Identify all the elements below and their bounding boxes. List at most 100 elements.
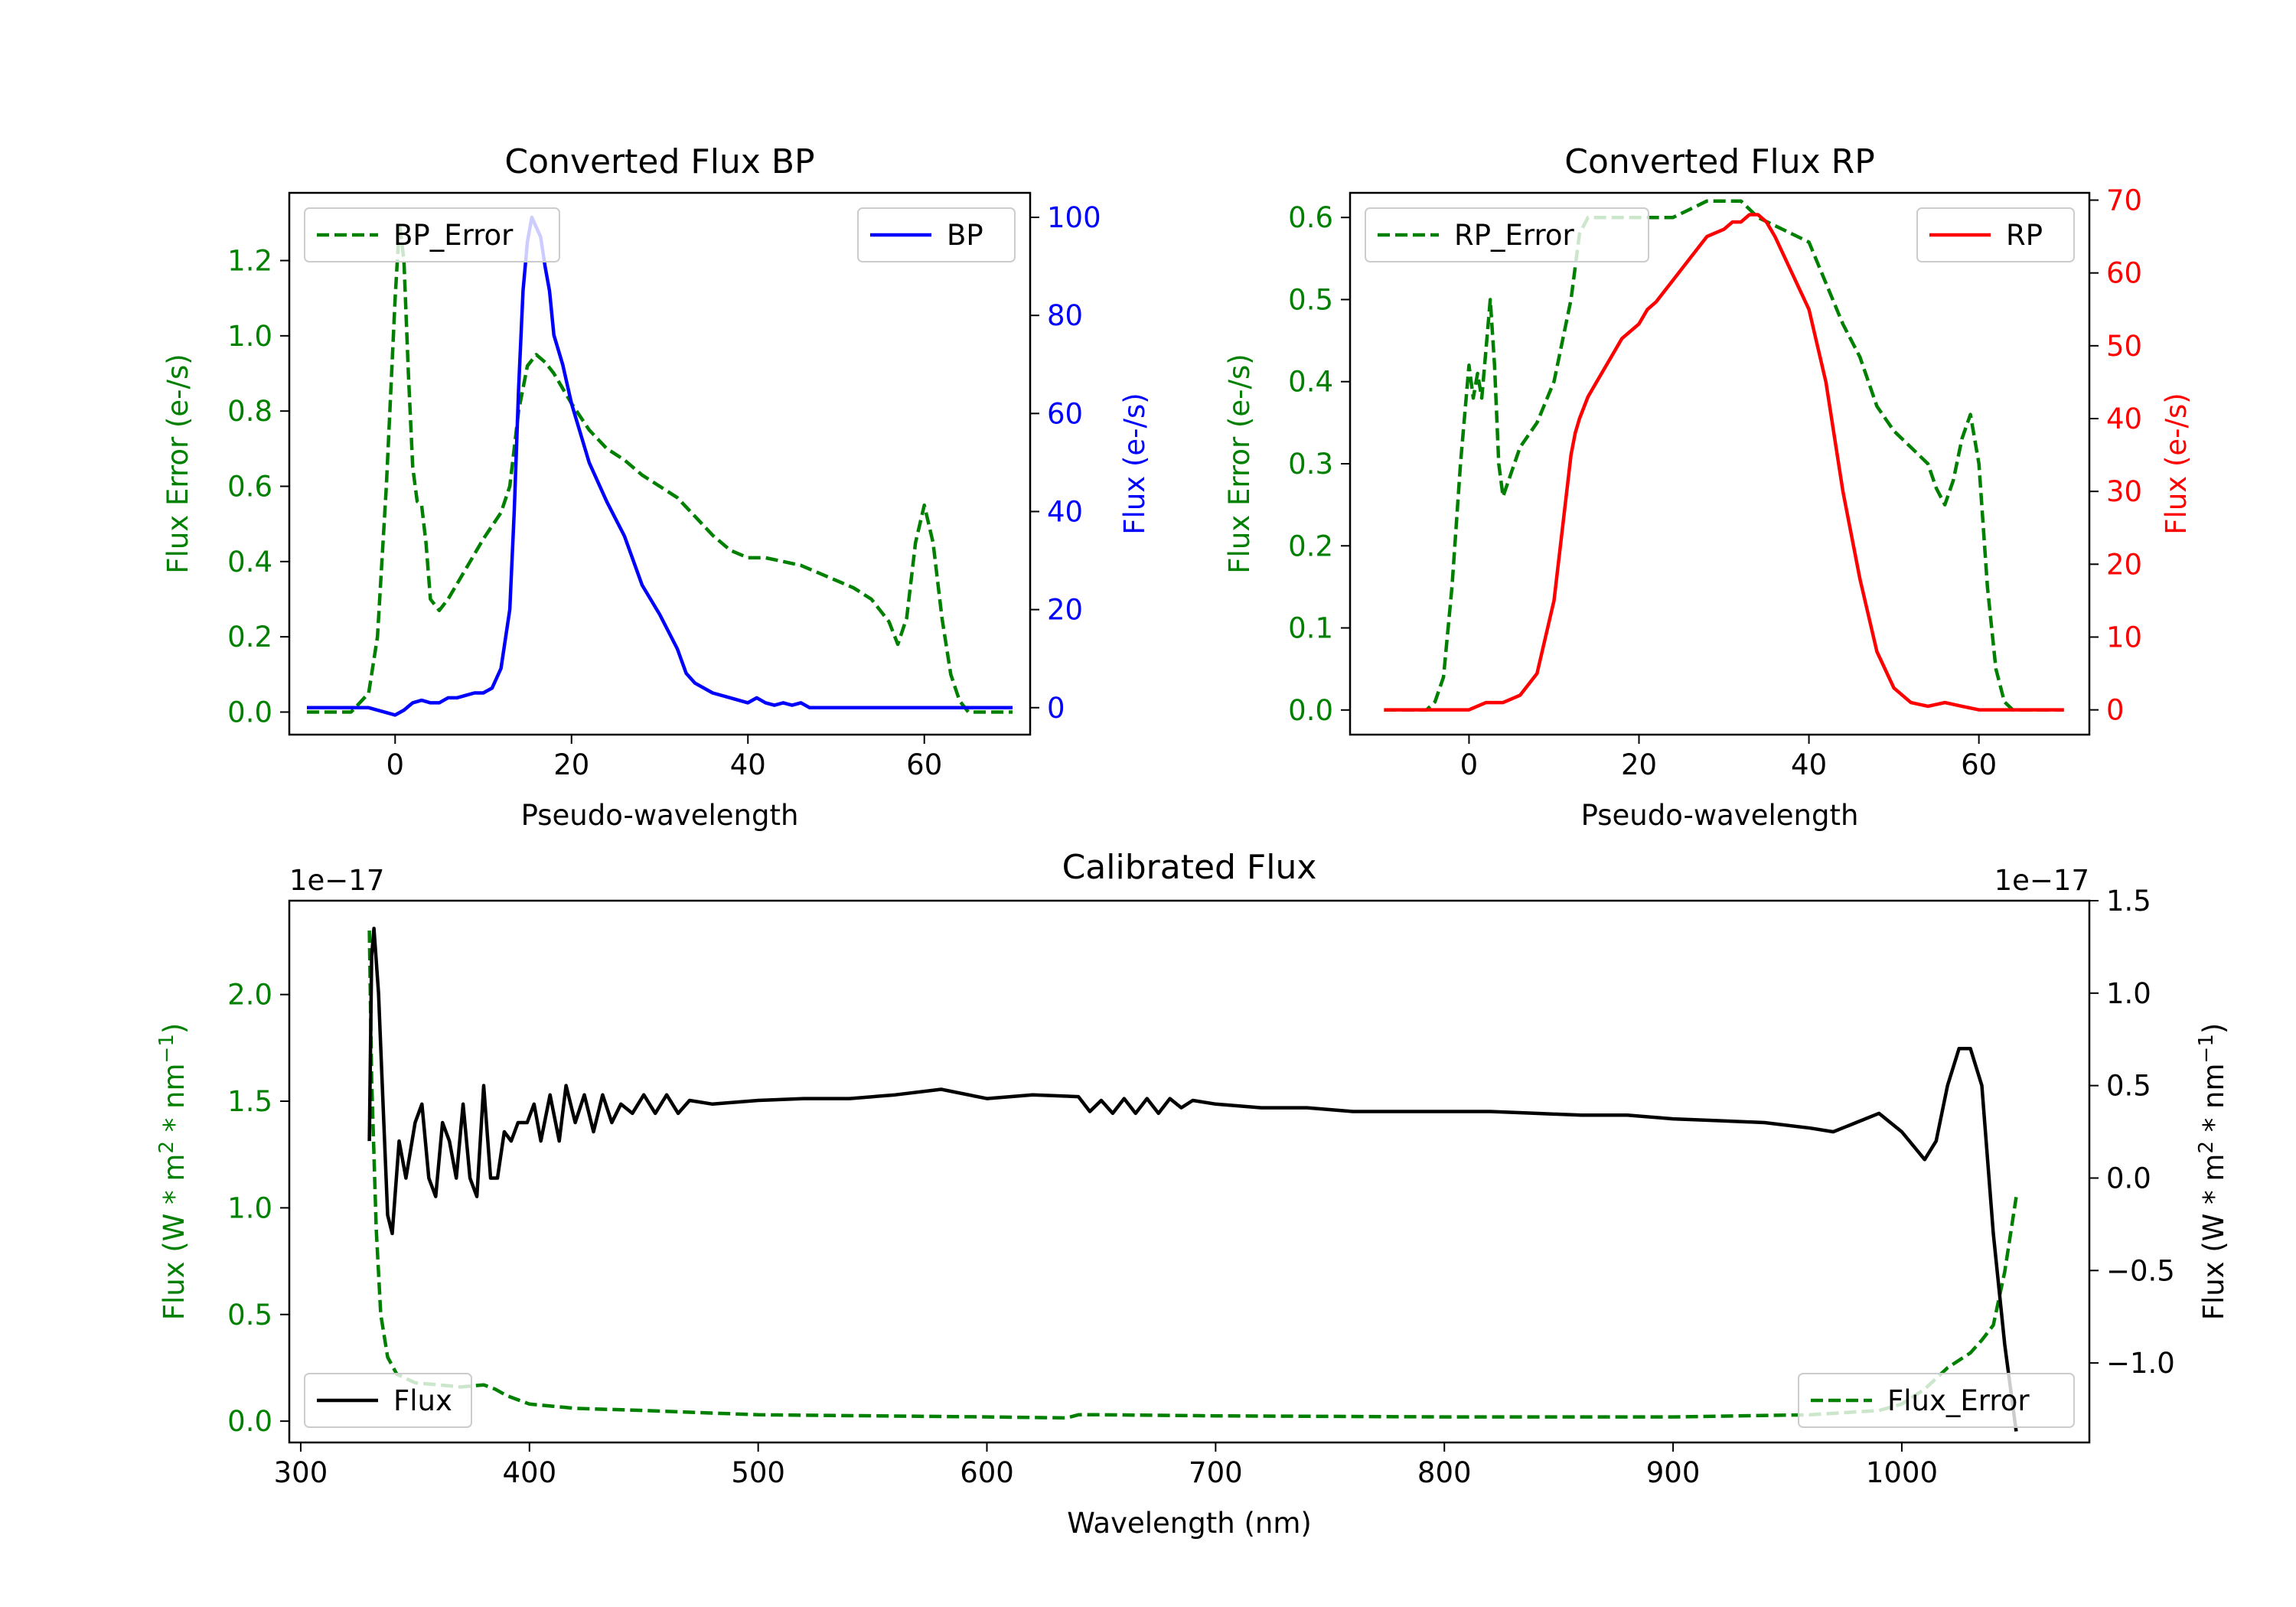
y-left-tick-label: 0.5	[1288, 283, 1333, 316]
superscript: −1	[155, 1034, 178, 1063]
y-left-tick-label: 1.0	[227, 320, 272, 353]
y-left-tick-label: 0.5	[227, 1299, 272, 1332]
y-left-tick-label: 0.6	[1288, 201, 1333, 234]
legend-box	[304, 1373, 472, 1428]
y-right-tick-label: 10	[2106, 621, 2142, 654]
y-left-tick-label: 0.8	[227, 395, 272, 428]
y-right-axis-label: Flux (e-/s)	[1118, 393, 1151, 534]
x-tick-label: 400	[502, 1456, 556, 1489]
legend-label: BP	[947, 219, 983, 252]
y-right-tick-label: 1.0	[2106, 977, 2151, 1010]
x-axis-label: Pseudo-wavelength	[1581, 799, 1859, 832]
y-right-tick-label: 0.5	[2106, 1070, 2151, 1103]
label-part: Flux (W * m	[2197, 1154, 2230, 1321]
y-right-tick-label: 80	[1047, 299, 1083, 332]
x-axis-label: Pseudo-wavelength	[521, 799, 799, 832]
series-bp-error	[307, 221, 1013, 714]
series-rp	[1384, 213, 2064, 712]
x-tick-label: 0	[386, 748, 405, 781]
chart-title: Calibrated Flux	[1062, 848, 1317, 887]
legend-flux: Flux	[304, 1373, 472, 1428]
y-left-tick-label: 0.0	[227, 696, 272, 729]
subplot-2: 0 20 40 60 0.0 0.1 0.2 0.3 0.4 0.5 0.6 0 10 20 30 40 50 6…	[1223, 142, 2193, 832]
label-part: * nm	[158, 1063, 191, 1141]
y-right-tick-label: 100	[1047, 201, 1101, 234]
x-tick-label: 40	[1791, 748, 1827, 781]
x-tick-label: 60	[1961, 748, 1997, 781]
y-right-axis-label: Flux (W * m2 * nm−1)	[2195, 1023, 2230, 1321]
y-right-tick-label: 60	[1047, 397, 1083, 430]
y-right-tick-label: 30	[2106, 475, 2142, 508]
x-tick-label: 60	[906, 748, 942, 781]
y-left-tick-label: 0.2	[1288, 530, 1333, 562]
subplot-1: 0 20 40 60 0.0 0.2 0.4 0.6 0.8 1.0 1.2 0 20 40 60 80 100…	[161, 142, 1151, 832]
x-tick-label: 600	[960, 1456, 1014, 1489]
y-left-tick-label: 1.0	[227, 1191, 272, 1224]
label-part: )	[2197, 1023, 2230, 1034]
y-right-tick-label: 20	[2106, 548, 2142, 581]
y-right-tick-label: 0	[2106, 694, 2125, 727]
legend-rp-error: RP_Error	[1365, 207, 1649, 262]
y-right-tick-label: −1.0	[2106, 1347, 2175, 1380]
x-tick-label: 20	[553, 748, 589, 781]
legend-label: Flux_Error	[1887, 1384, 2030, 1417]
y-left-tick-label: 2.0	[227, 979, 272, 1012]
x-tick-label: 1000	[1866, 1456, 1938, 1489]
legend-bp: BP	[857, 207, 1016, 262]
y-right-axis-label: Flux (e-/s)	[2160, 393, 2193, 534]
superscript: 2	[2195, 1141, 2218, 1154]
y-right-tick-label: −0.5	[2106, 1254, 2175, 1287]
y-left-tick-label: 0.6	[227, 471, 272, 504]
axes-frame	[288, 899, 2091, 1444]
y-right-tick-label: 50	[2106, 330, 2142, 363]
label-part: * nm	[2197, 1063, 2230, 1141]
y-left-tick-label: 1.2	[227, 245, 272, 278]
y-right-tick-label: 20	[1047, 594, 1083, 627]
y-right-tick-label: 40	[1047, 495, 1083, 528]
legend-rp: RP	[1916, 207, 2075, 262]
subplot-3: 300 400 500 600 700 800 900 1000 0.0 0.5 1.0 1.5 2.0…	[155, 848, 2230, 1540]
superscript: −1	[2195, 1034, 2218, 1063]
legend-label: RP	[2006, 219, 2043, 252]
x-tick-label: 700	[1189, 1456, 1243, 1489]
legend-box	[1798, 1373, 2075, 1428]
label-part: )	[158, 1023, 191, 1034]
legend-box	[1365, 207, 1649, 262]
y-left-tick-label: 0.1	[1288, 612, 1333, 645]
y-right-tick-label: 1.5	[2106, 885, 2151, 918]
chart-title: Converted Flux RP	[1564, 142, 1875, 181]
y-right-tick-label: 0	[1047, 692, 1065, 725]
series-rp-error	[1384, 199, 2064, 712]
legend-bp-error: BP_Error	[304, 207, 560, 262]
superscript: 2	[155, 1141, 178, 1154]
y-right-tick-label: 70	[2106, 184, 2142, 217]
x-tick-label: 40	[730, 748, 766, 781]
series-flux	[367, 926, 2018, 1432]
y-right-offset-text: 1e−17	[1994, 864, 2089, 897]
x-axis-label: Wavelength (nm)	[1067, 1507, 1312, 1540]
legend-box	[1916, 207, 2075, 262]
y-left-tick-label: 0.4	[1288, 366, 1333, 399]
y-right-tick-label: 60	[2106, 257, 2142, 290]
x-tick-label: 900	[1646, 1456, 1701, 1489]
x-tick-label: 300	[274, 1456, 328, 1489]
x-tick-label: 800	[1417, 1456, 1472, 1489]
axes-frame	[288, 191, 1032, 736]
series-flux-error	[367, 930, 2018, 1420]
series-bp	[307, 215, 1013, 717]
y-left-tick-label: 0.0	[1288, 694, 1333, 727]
legend-box	[304, 207, 560, 262]
x-tick-label: 500	[731, 1456, 785, 1489]
legend-label: BP_Error	[393, 219, 514, 252]
legend-box	[857, 207, 1016, 262]
label-part: Flux (W * m	[158, 1154, 191, 1321]
chart-title: Converted Flux BP	[504, 142, 814, 181]
y-left-tick-label: 1.5	[227, 1085, 272, 1118]
y-left-tick-label: 0.2	[227, 621, 272, 654]
legend-label: RP_Error	[1454, 219, 1574, 252]
y-left-axis-label: Flux Error (e-/s)	[1223, 354, 1256, 573]
x-tick-label: 20	[1621, 748, 1657, 781]
x-tick-label: 0	[1460, 748, 1479, 781]
y-left-axis-label: Flux Error (e-/s)	[161, 354, 194, 573]
y-left-tick-label: 0.4	[227, 546, 272, 579]
